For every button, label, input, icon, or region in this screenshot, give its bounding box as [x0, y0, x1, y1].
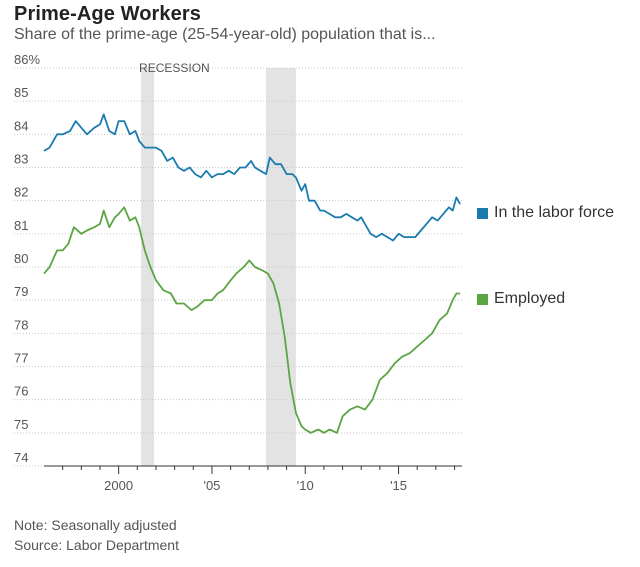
- y-tick-label-85: 85: [14, 85, 28, 100]
- chart-title: Prime-Age Workers: [14, 3, 201, 25]
- y-tick-label-81: 81: [14, 218, 28, 233]
- series-line-labor-force: [43, 113, 461, 242]
- chart-subtitle: Share of the prime-age (25-54-year-old) …: [14, 26, 436, 43]
- legend-label-employed: Employed: [494, 290, 566, 307]
- y-tick-label-78: 78: [14, 317, 28, 332]
- y-tick-label-82: 82: [14, 185, 28, 200]
- recession-label: RECESSION: [139, 61, 210, 75]
- legend-item-employed: Employed: [477, 290, 565, 308]
- series-line-employed: [43, 206, 461, 434]
- source-note: Source: Labor Department: [14, 537, 179, 553]
- legend-label-labor-force: In the labor force: [494, 204, 615, 221]
- y-tick-label-80: 80: [14, 251, 28, 266]
- y-tick-label-83: 83: [14, 152, 28, 167]
- y-tick-label-76: 76: [14, 384, 28, 399]
- legend-item-labor-force: In the labor force: [477, 204, 614, 222]
- y-tick-label-77: 77: [14, 351, 28, 366]
- x-tick-label-2005: '05: [203, 478, 220, 493]
- y-tick-label-79: 79: [14, 284, 28, 299]
- y-tick-label-84: 84: [14, 118, 28, 133]
- legend-swatch-employed: [477, 293, 488, 305]
- y-tick-label-74: 74: [14, 450, 28, 465]
- recession-band-1: [141, 68, 155, 466]
- y-tick-label-75: 75: [14, 417, 28, 432]
- x-tick-label-2015: '15: [390, 478, 407, 493]
- x-tick-label-2010: '10: [297, 478, 314, 493]
- recession-band-2: [266, 68, 296, 466]
- footnote: Note: Seasonally adjusted: [14, 517, 177, 533]
- y-tick-label-86: 86%: [14, 52, 40, 67]
- legend-swatch-labor-force: [477, 207, 488, 219]
- x-tick-label-2000: 2000: [104, 478, 133, 493]
